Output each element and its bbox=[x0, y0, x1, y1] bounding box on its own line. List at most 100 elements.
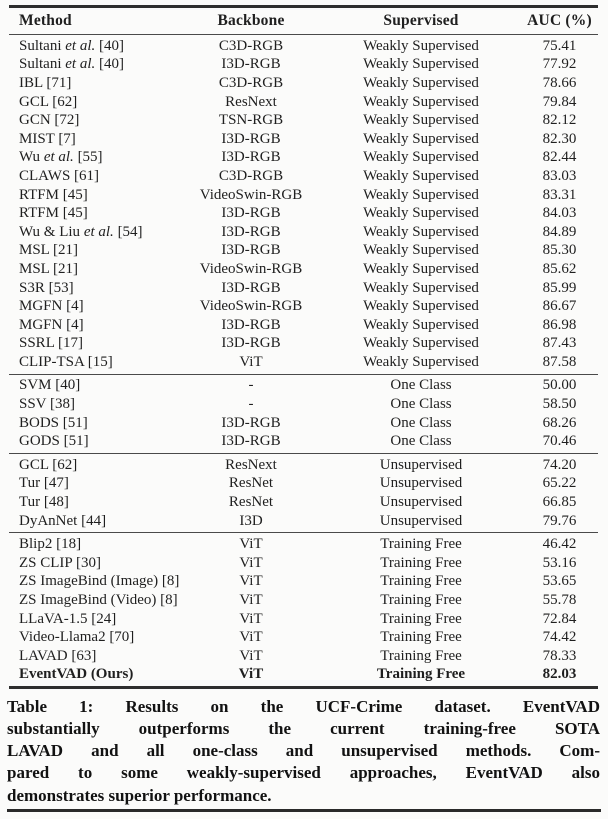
backbone-cell: ViT bbox=[239, 554, 263, 571]
supervised-cell: Weakly Supervised bbox=[363, 130, 479, 147]
auc-cell: 50.00 bbox=[542, 377, 577, 394]
method-cell: RTFM [45] bbox=[19, 186, 88, 203]
table-row: ZS ImageBind (Video) [8] ViT Training Free… bbox=[9, 591, 598, 610]
table-row: GCL [62] ResNext Unsupervised 74.20 bbox=[9, 456, 598, 475]
method-cell: SSRL [17] bbox=[19, 335, 84, 352]
supervised-cell: One Class bbox=[390, 433, 452, 450]
method-cell: MSL [21] bbox=[19, 242, 79, 259]
backbone-cell: I3D-RGB bbox=[221, 56, 281, 73]
auc-cell: 74.42 bbox=[542, 629, 577, 646]
auc-cell: 86.67 bbox=[542, 298, 577, 315]
backbone-cell: I3D-RGB bbox=[221, 205, 281, 222]
table-section: Blip2 [18] ViT Training Free 46.42 ZS CLIP [… bbox=[9, 533, 598, 686]
table-row: BODS [51] I3D-RGB One Class 68.26 bbox=[9, 414, 598, 433]
table-section: Sultani et al. [40] C3D-RGB Weakly Supervi… bbox=[9, 35, 598, 375]
backbone-cell: ViT bbox=[239, 592, 263, 608]
supervised-cell: Unsupervised bbox=[379, 494, 463, 511]
backbone-cell: C3D-RGB bbox=[218, 74, 284, 91]
table-row: CLIP-TSA [15] ViT Weakly Supervised 87.58 bbox=[9, 353, 598, 372]
method-cell: ZS CLIP [30] bbox=[19, 554, 101, 571]
supervised-cell: Training Free bbox=[380, 573, 462, 590]
auc-cell: 83.03 bbox=[542, 167, 577, 184]
supervised-cell: Training Free bbox=[376, 666, 466, 683]
supervised-cell: One Class bbox=[390, 414, 452, 431]
method-cell: BODS [51] bbox=[19, 414, 88, 431]
method-cell: Wu et al. [55] bbox=[19, 149, 103, 166]
table-row: Video-Llama2 [70] ViT Training Free 74.42 bbox=[9, 628, 598, 647]
method-cell: SSV [38] bbox=[19, 396, 75, 413]
backbone-cell: I3D-RGB bbox=[221, 279, 281, 296]
table-caption: Table 1: Results on the UCF-Crime datase… bbox=[7, 696, 600, 807]
auc-cell: 55.78 bbox=[542, 592, 577, 608]
header-auc: AUC (%) bbox=[527, 11, 592, 29]
supervised-cell: Weakly Supervised bbox=[363, 205, 479, 222]
supervised-cell: Weakly Supervised bbox=[363, 316, 479, 333]
supervised-cell: Weakly Supervised bbox=[363, 186, 479, 203]
supervised-cell: Weakly Supervised bbox=[363, 242, 479, 259]
backbone-cell: ResNet bbox=[228, 494, 274, 511]
method-cell: EventVAD (Ours) bbox=[19, 666, 134, 683]
backbone-cell: I3D bbox=[239, 512, 263, 529]
method-cell: ZS ImageBind (Image) [8] bbox=[19, 573, 180, 590]
table-row: SSRL [17] I3D-RGB Weakly Supervised 87.43 bbox=[9, 334, 598, 353]
auc-cell: 82.12 bbox=[542, 112, 577, 129]
supervised-cell: Weakly Supervised bbox=[363, 74, 479, 91]
table-section: SVM [40] - One Class 50.00 SSV [38] - One Clas… bbox=[9, 375, 598, 455]
method-cell: Sultani et al. [40] bbox=[19, 37, 125, 54]
method-cell: DyAnNet [44] bbox=[19, 512, 107, 529]
auc-cell: 85.30 bbox=[542, 242, 577, 259]
auc-cell: 77.92 bbox=[542, 56, 577, 73]
method-cell: MGFN [4] bbox=[19, 316, 84, 333]
method-cell: Tur [47] bbox=[19, 475, 69, 492]
method-cell: Video-Llama2 [70] bbox=[19, 629, 135, 646]
table-row: RTFM [45] VideoSwin-RGB Weakly Supervised 8… bbox=[9, 186, 598, 205]
backbone-cell: I3D-RGB bbox=[221, 223, 281, 240]
backbone-cell: I3D-RGB bbox=[221, 433, 281, 450]
table-row: Tur [47] ResNet Unsupervised 65.22 bbox=[9, 475, 598, 494]
table-row: MSL [21] VideoSwin-RGB Weakly Supervised 85… bbox=[9, 260, 598, 279]
table-row: MGFN [4] I3D-RGB Weakly Supervised 86.98 bbox=[9, 316, 598, 335]
table-row: Sultani et al. [40] C3D-RGB Weakly Supervi… bbox=[9, 37, 598, 56]
table-top-rule bbox=[9, 5, 598, 8]
method-cell: ZS ImageBind (Video) [8] bbox=[19, 592, 178, 608]
auc-cell: 79.76 bbox=[542, 512, 577, 529]
backbone-cell: I3D-RGB bbox=[221, 414, 281, 431]
page-bottom-rule bbox=[7, 808, 601, 812]
backbone-cell: VideoSwin-RGB bbox=[199, 260, 303, 277]
table-row: SVM [40] - One Class 50.00 bbox=[9, 377, 598, 396]
backbone-cell: I3D-RGB bbox=[221, 316, 281, 333]
backbone-cell: ViT bbox=[239, 629, 263, 646]
caption-line: substantially outperforms the current tr… bbox=[7, 718, 600, 738]
table-row: CLAWS [61] C3D-RGB Weakly Supervised 83.03 bbox=[9, 167, 598, 186]
auc-cell: 82.03 bbox=[542, 666, 577, 683]
method-cell: S3R [53] bbox=[19, 279, 74, 296]
supervised-cell: Weakly Supervised bbox=[363, 298, 479, 315]
supervised-cell: Weakly Supervised bbox=[363, 93, 479, 110]
caption-line: LAVAD and all one-class and unsupervised… bbox=[7, 741, 600, 761]
table-row: Sultani et al. [40] I3D-RGB Weakly Supervi… bbox=[9, 56, 598, 75]
method-cell: GCL [62] bbox=[19, 456, 78, 473]
backbone-cell: ViT bbox=[238, 666, 264, 683]
method-cell: GCN [72] bbox=[19, 112, 80, 129]
supervised-cell: Weakly Supervised bbox=[363, 260, 479, 277]
header-method: Method bbox=[19, 11, 72, 29]
auc-cell: 78.33 bbox=[542, 647, 577, 664]
supervised-cell: Training Free bbox=[380, 536, 462, 553]
auc-cell: 70.46 bbox=[542, 433, 577, 450]
method-cell: MSL [21] bbox=[19, 260, 79, 277]
method-cell: MIST [7] bbox=[19, 130, 76, 147]
auc-cell: 46.42 bbox=[542, 536, 577, 553]
auc-cell: 82.30 bbox=[542, 130, 577, 147]
supervised-cell: Training Free bbox=[380, 610, 462, 627]
table-header-row: Method Backbone Supervised AUC (%) bbox=[9, 8, 598, 34]
table-row: Blip2 [18] ViT Training Free 46.42 bbox=[9, 535, 598, 554]
caption-line: Table 1: Results on the UCF-Crime datase… bbox=[7, 696, 600, 716]
backbone-cell: I3D-RGB bbox=[221, 335, 281, 352]
table-row: ZS ImageBind (Image) [8] ViT Training Free… bbox=[9, 573, 598, 592]
caption-line: pared to some weakly-supervised approach… bbox=[7, 763, 600, 783]
auc-cell: 75.41 bbox=[542, 37, 577, 54]
supervised-cell: Training Free bbox=[380, 554, 462, 571]
auc-cell: 79.84 bbox=[542, 93, 577, 110]
method-cell: Blip2 [18] bbox=[19, 536, 82, 553]
table-row: Tur [48] ResNet Unsupervised 66.85 bbox=[9, 493, 598, 512]
